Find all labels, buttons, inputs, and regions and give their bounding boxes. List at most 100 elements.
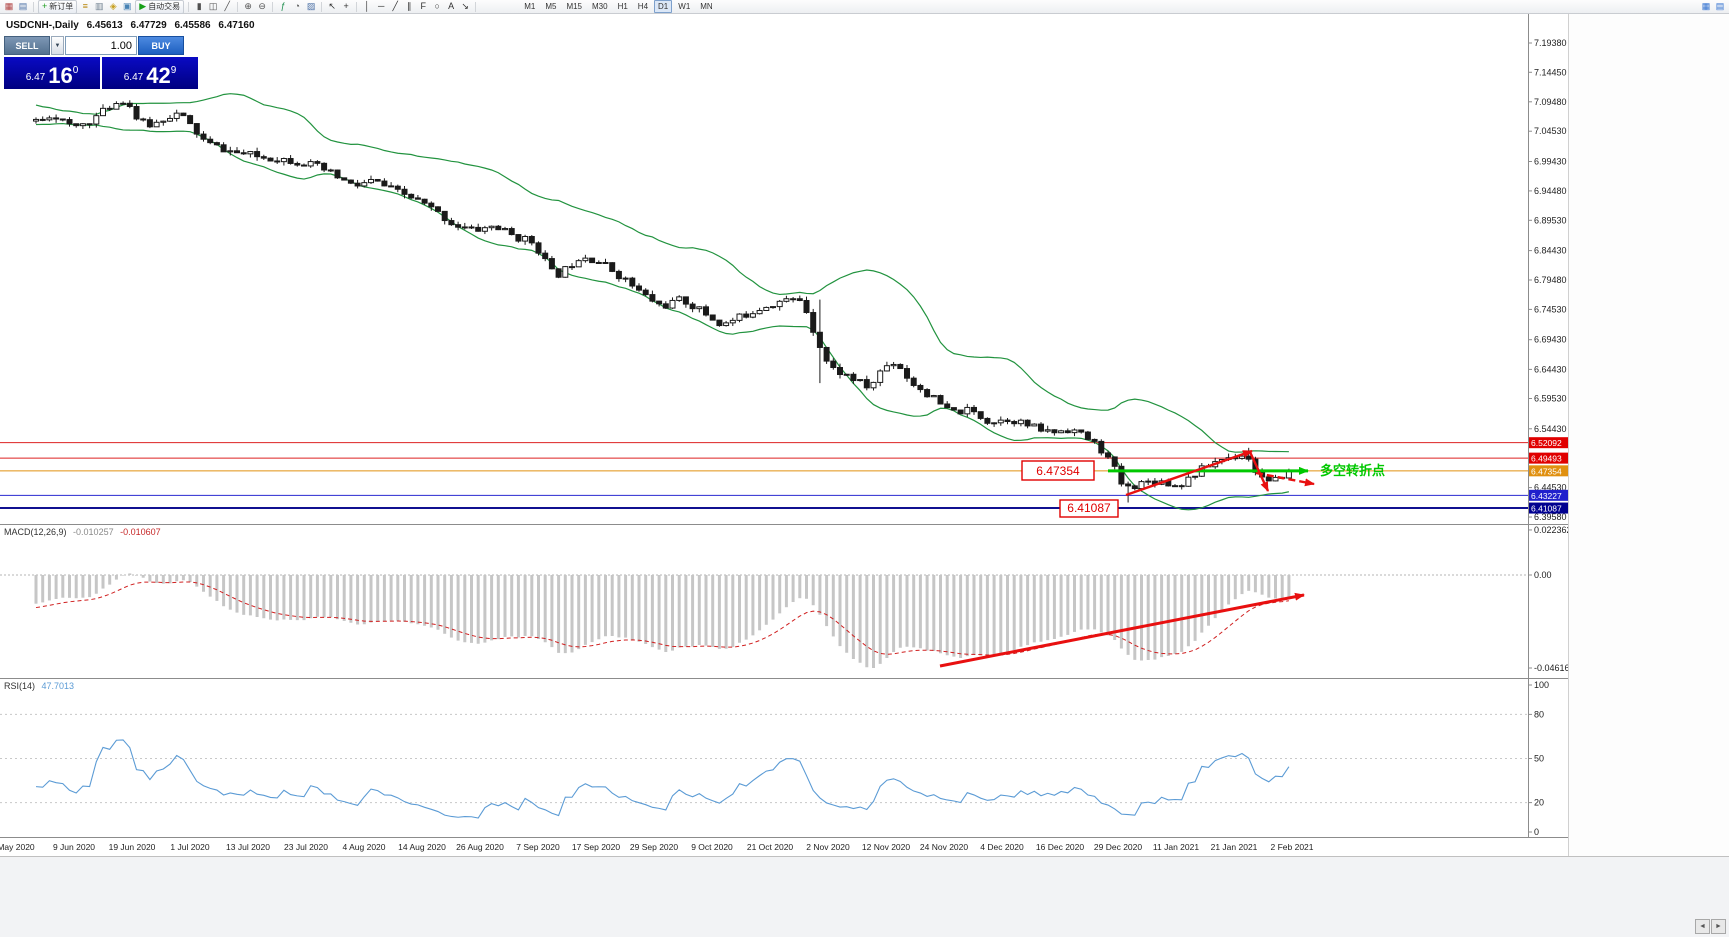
svg-text:6.74530: 6.74530 (1534, 304, 1567, 314)
data-window-icon[interactable]: ▥ (93, 1, 105, 13)
date-label: 2 Feb 2021 (1270, 842, 1314, 852)
trendline-icon[interactable]: ╱ (389, 1, 401, 13)
svg-text:6.49493: 6.49493 (1531, 454, 1562, 464)
crosshair-icon[interactable]: + (340, 1, 352, 13)
level-lines[interactable] (0, 442, 1528, 510)
market-watch-icon[interactable]: ≡ (79, 1, 91, 13)
timeframe-m30[interactable]: M30 (592, 2, 608, 11)
price-axis[interactable]: 7.19380 7.14450 7.09480 7.04530 6.99430 6.944… (1528, 14, 1568, 524)
sell-price-prefix: 6.47 (25, 72, 46, 83)
toolbar-separator (356, 1, 358, 12)
profiles-icon: ▤ (18, 1, 28, 11)
line-chart-icon[interactable]: ╱ (221, 1, 233, 13)
new-chart-icon: ▦ (4, 1, 14, 11)
templates-icon[interactable]: ▨ (305, 1, 317, 13)
pane-divider[interactable] (0, 524, 1568, 525)
horizontal-scrollbar[interactable]: ◄ ► (1695, 919, 1726, 934)
buy-price-prefix: 6.47 (123, 72, 144, 83)
one-click-trading-panel: SELL ▼ BUY 6.47 16 0 6.47 42 9 (4, 36, 202, 89)
profiles-icon[interactable]: ▤ (17, 1, 29, 13)
price-chart-canvas[interactable]: 7.19380 7.14450 7.09480 7.04530 6.99430 6.944… (0, 14, 1568, 524)
timeframe-m1[interactable]: M1 (524, 2, 536, 11)
terminal-icon[interactable]: ▣ (121, 1, 133, 13)
date-label: 13 Jul 2020 (226, 842, 270, 852)
timeframe-d1[interactable]: D1 (654, 0, 673, 13)
indicators-icon[interactable]: ƒ (277, 1, 289, 13)
cursor-icon[interactable]: ↖ (326, 1, 338, 13)
macd-trend-arrow[interactable] (939, 592, 1305, 668)
buy-button[interactable]: BUY (138, 36, 184, 55)
low-value: 6.45586 (174, 20, 211, 31)
sell-button[interactable]: SELL (4, 36, 50, 55)
macd-pane-canvas[interactable]: 0.022362 0.00 -0.046165 (0, 525, 1568, 678)
svg-text:20: 20 (1534, 798, 1544, 808)
zoom-out-icon[interactable]: ⊖ (256, 1, 268, 13)
timeframe-m15[interactable]: M15 (566, 2, 582, 11)
navigator-icon: ◈ (109, 1, 117, 11)
pane-divider[interactable] (0, 837, 1568, 838)
svg-text:6.47354: 6.47354 (1036, 464, 1080, 478)
shapes-icon[interactable]: ○ (431, 1, 443, 13)
svg-text:6.59530: 6.59530 (1534, 394, 1567, 404)
toolbar-separator (33, 1, 34, 12)
date-label: 14 Aug 2020 (398, 842, 446, 852)
vertical-line-icon[interactable]: │ (361, 1, 373, 13)
candlestick-chart-icon[interactable]: ◫ (207, 1, 219, 13)
buy-quote-box[interactable]: 6.47 42 9 (102, 57, 198, 89)
svg-text:7.09480: 7.09480 (1534, 97, 1567, 107)
date-label: 23 Jul 2020 (284, 842, 328, 852)
svg-text:6.39580: 6.39580 (1534, 512, 1567, 522)
new-chart-icon[interactable]: ▦ (3, 1, 15, 13)
fibonacci-icon[interactable]: F (417, 1, 429, 13)
volume-input[interactable] (65, 36, 137, 55)
data-window-icon: ▥ (95, 1, 104, 11)
svg-text:6.69430: 6.69430 (1534, 335, 1567, 345)
macd-main-value: -0.010257 (73, 527, 114, 537)
scroll-right-icon[interactable]: ► (1711, 919, 1726, 934)
timeframe-m5[interactable]: M5 (545, 2, 557, 11)
channel-icon: ∥ (406, 1, 412, 11)
new-order-button-label: 新订单 (49, 1, 74, 11)
chart-window[interactable]: USDCNH-,Daily 6.45613 6.47729 6.45586 6.… (0, 14, 1568, 856)
svg-text:7.14450: 7.14450 (1534, 67, 1567, 77)
periods-icon[interactable]: ◔ (291, 1, 303, 13)
autotrading-button[interactable]: ▶ 自动交易 (135, 0, 185, 14)
date-label: 12 Nov 2020 (861, 842, 911, 852)
svg-text:6.41087: 6.41087 (1067, 501, 1111, 515)
svg-text:6.79480: 6.79480 (1534, 275, 1567, 285)
svg-text:6.47354: 6.47354 (1531, 466, 1562, 476)
toolbar-separator (475, 1, 477, 12)
pane-divider[interactable] (0, 678, 1568, 679)
new-window-icon[interactable]: ▦ (1700, 1, 1712, 13)
timeframe-toolbar: M1 M5 M15 M30 H1 H4 D1 W1 MN (520, 0, 717, 13)
macd-signal-value: -0.010607 (120, 527, 161, 537)
fibonacci-icon: F (420, 1, 426, 11)
arrows-icon[interactable]: ↘ (459, 1, 471, 13)
bar-chart-icon[interactable]: ▮ (193, 1, 205, 13)
rsi-pane-canvas[interactable]: 100 80 50 20 0 (0, 679, 1568, 837)
zoom-in-icon[interactable]: ⊕ (242, 1, 254, 13)
text-icon[interactable]: A (445, 1, 457, 13)
buy-price-pip: 9 (170, 65, 177, 76)
date-label: 7 Sep 2020 (516, 842, 560, 852)
scroll-left-icon[interactable]: ◄ (1695, 919, 1710, 934)
date-label: May 2020 (0, 842, 35, 852)
window-list-icon[interactable]: ▤ (1714, 1, 1726, 13)
svg-text:6.41087: 6.41087 (1531, 504, 1562, 514)
timeframe-h4[interactable]: H4 (637, 2, 649, 11)
timeframe-h1[interactable]: H1 (617, 2, 628, 11)
date-axis[interactable]: May 2020 9 Jun 2020 19 Jun 2020 1 Jul 2020 1… (0, 838, 1568, 856)
new-order-button[interactable]: + 新订单 (38, 0, 78, 14)
timeframe-w1[interactable]: W1 (678, 2, 691, 11)
channel-icon[interactable]: ∥ (403, 1, 415, 13)
horizontal-line-icon[interactable]: ─ (375, 1, 387, 13)
sell-quote-box[interactable]: 6.47 16 0 (4, 57, 100, 89)
timeframe-mn[interactable]: MN (700, 2, 713, 11)
chart-annotations[interactable]: 多空转折点 6.47354 6.41087 (1021, 449, 1385, 518)
svg-text:6.94480: 6.94480 (1534, 186, 1567, 196)
volume-dropdown-icon[interactable]: ▼ (51, 36, 64, 55)
navigator-icon[interactable]: ◈ (107, 1, 119, 13)
rsi-line (35, 739, 1290, 819)
candles (33, 100, 1292, 503)
autotrading-button-label: 自动交易 (148, 1, 181, 11)
